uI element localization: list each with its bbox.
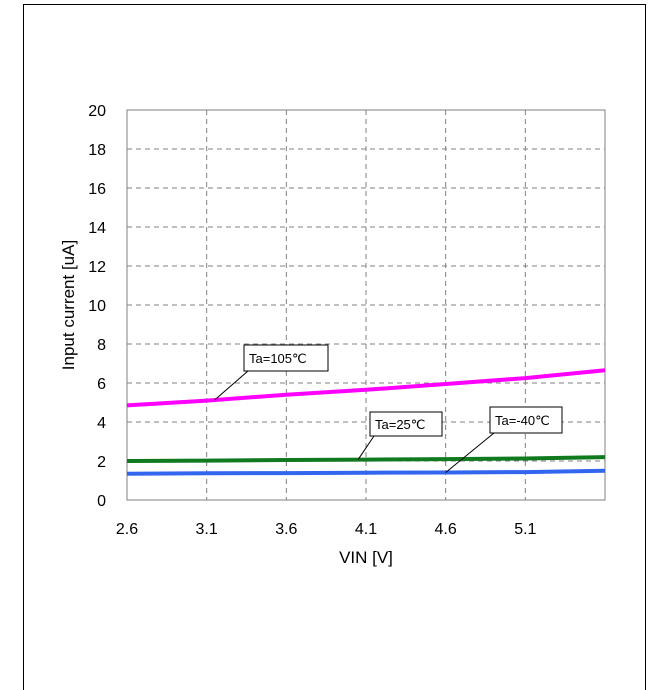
x-tick-label: 3.6 [275, 521, 297, 538]
y-tick-label: 6 [97, 376, 106, 393]
callout-leader [357, 435, 375, 460]
series-line [126, 455, 606, 463]
y-tick-label: 14 [88, 220, 106, 237]
y-tick-label: 2 [97, 454, 106, 471]
series-lines [126, 368, 606, 476]
callout-box [489, 406, 563, 434]
x-tick-label: 3.1 [196, 521, 218, 538]
callout-leader [214, 370, 249, 401]
callout-label: Ta=105℃ [249, 351, 307, 366]
series-line [126, 368, 606, 408]
y-tick-label: 0 [97, 493, 106, 510]
callout-box [369, 411, 443, 437]
y-tick-label: 18 [88, 142, 106, 159]
x-tick-label: 4.6 [435, 521, 457, 538]
y-axis-label: Input current [uA] [59, 240, 78, 370]
series-line [126, 468, 606, 476]
grid [127, 110, 605, 500]
x-tick-label: 5.1 [514, 521, 536, 538]
y-tick-label: 16 [88, 181, 106, 198]
y-tick-label: 10 [88, 298, 106, 315]
callout-leader [445, 432, 495, 473]
x-tick-labels: 2.6 3.1 3.6 4.1 4.6 5.1 [116, 521, 537, 538]
x-tick-label: 2.6 [116, 521, 138, 538]
callout-box [243, 344, 329, 372]
x-tick-label: 4.1 [355, 521, 377, 538]
callouts: Ta=105℃ Ta=25℃ Ta=-40℃ [214, 344, 563, 473]
callout-label: Ta=25℃ [375, 417, 425, 432]
y-tick-label: 20 [88, 103, 106, 120]
y-tick-label: 4 [97, 415, 106, 432]
figure-frame [23, 4, 646, 690]
y-tick-label: 12 [88, 259, 106, 276]
y-tick-labels: 0 2 4 6 8 10 12 14 16 18 20 [88, 103, 106, 510]
y-tick-label: 8 [97, 337, 106, 354]
x-axis-label: VIN [V] [339, 548, 393, 567]
callout-label: Ta=-40℃ [495, 413, 550, 428]
